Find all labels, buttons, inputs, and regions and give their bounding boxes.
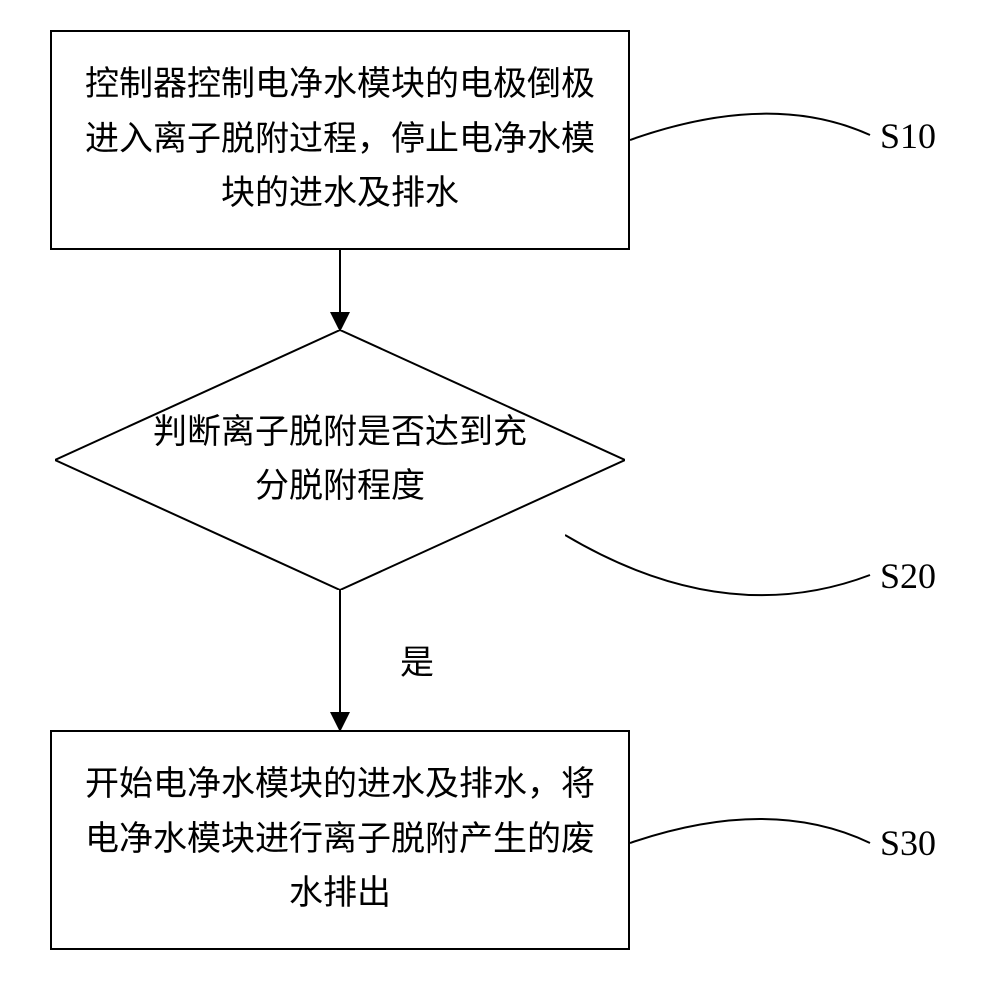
node-s30-text: 开始电净水模块的进水及排水，将电净水模块进行离子脱附产生的废水排出 <box>82 758 598 921</box>
label-s30: S30 <box>880 822 936 864</box>
node-s10-text: 控制器控制电净水模块的电极倒极进入离子脱附过程，停止电净水模块的进水及排水 <box>82 58 598 221</box>
node-s10: 控制器控制电净水模块的电极倒极进入离子脱附过程，停止电净水模块的进水及排水 <box>50 30 630 250</box>
label-s10: S10 <box>880 115 936 157</box>
flowchart-canvas: 控制器控制电净水模块的电极倒极进入离子脱附过程，停止电净水模块的进水及排水 判断… <box>0 0 1000 998</box>
edge-s10-s20 <box>320 250 360 334</box>
node-s30: 开始电净水模块的进水及排水，将电净水模块进行离子脱附产生的废水排出 <box>50 730 630 950</box>
edge-s20-s30 <box>320 590 360 734</box>
node-s20: 判断离子脱附是否达到充分脱附程度 <box>55 330 625 590</box>
connector-s20 <box>565 520 875 630</box>
label-s20: S20 <box>880 555 936 597</box>
connector-s30 <box>630 795 875 855</box>
node-s20-text: 判断离子脱附是否达到充分脱附程度 <box>145 406 535 515</box>
edge-s20-s30-label: 是 <box>400 635 434 684</box>
connector-s10 <box>630 90 875 150</box>
